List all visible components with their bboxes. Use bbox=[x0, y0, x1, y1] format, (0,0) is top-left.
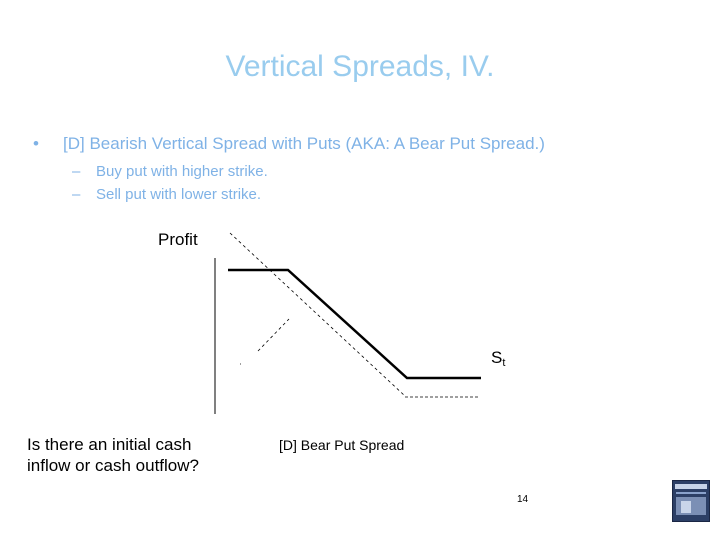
sub-bullet-dash: – bbox=[72, 186, 81, 203]
bullet-main: • [D] Bearish Vertical Spread with Puts (… bbox=[33, 134, 545, 154]
bear-put-spread-payoff-line bbox=[228, 268, 481, 380]
st-label-subscript: t bbox=[502, 357, 506, 369]
st-label-main: S bbox=[491, 348, 503, 367]
sub-bullet-buy: – Buy put with higher strike. bbox=[72, 163, 268, 180]
st-axis-label: St bbox=[491, 348, 505, 369]
short-put-dashed-line bbox=[257, 318, 290, 352]
sub-bullet-dash: – bbox=[72, 163, 81, 180]
sub-bullet-text: Sell put with lower strike. bbox=[96, 186, 262, 203]
profit-axis-label: Profit bbox=[158, 230, 198, 249]
sub-bullet-text: Buy put with higher strike. bbox=[96, 163, 268, 180]
page-number: 14 bbox=[517, 494, 529, 505]
question-line-1: Is there an initial cash bbox=[27, 435, 192, 454]
diagram-caption: [D] Bear Put Spread bbox=[279, 437, 405, 453]
bullet-text: [D] Bearish Vertical Spread with Puts (A… bbox=[63, 134, 545, 153]
bullet-symbol: • bbox=[33, 134, 39, 153]
question-line-2: inflow or cash outflow? bbox=[27, 456, 199, 475]
slide-title: Vertical Spreads, IV. bbox=[225, 50, 495, 83]
book-cover-image bbox=[672, 480, 710, 522]
question-text: Is there an initial cash inflow or cash … bbox=[27, 434, 199, 476]
sub-bullet-sell: – Sell put with lower strike. bbox=[72, 186, 261, 203]
long-put-dashed-line bbox=[229, 232, 406, 397]
